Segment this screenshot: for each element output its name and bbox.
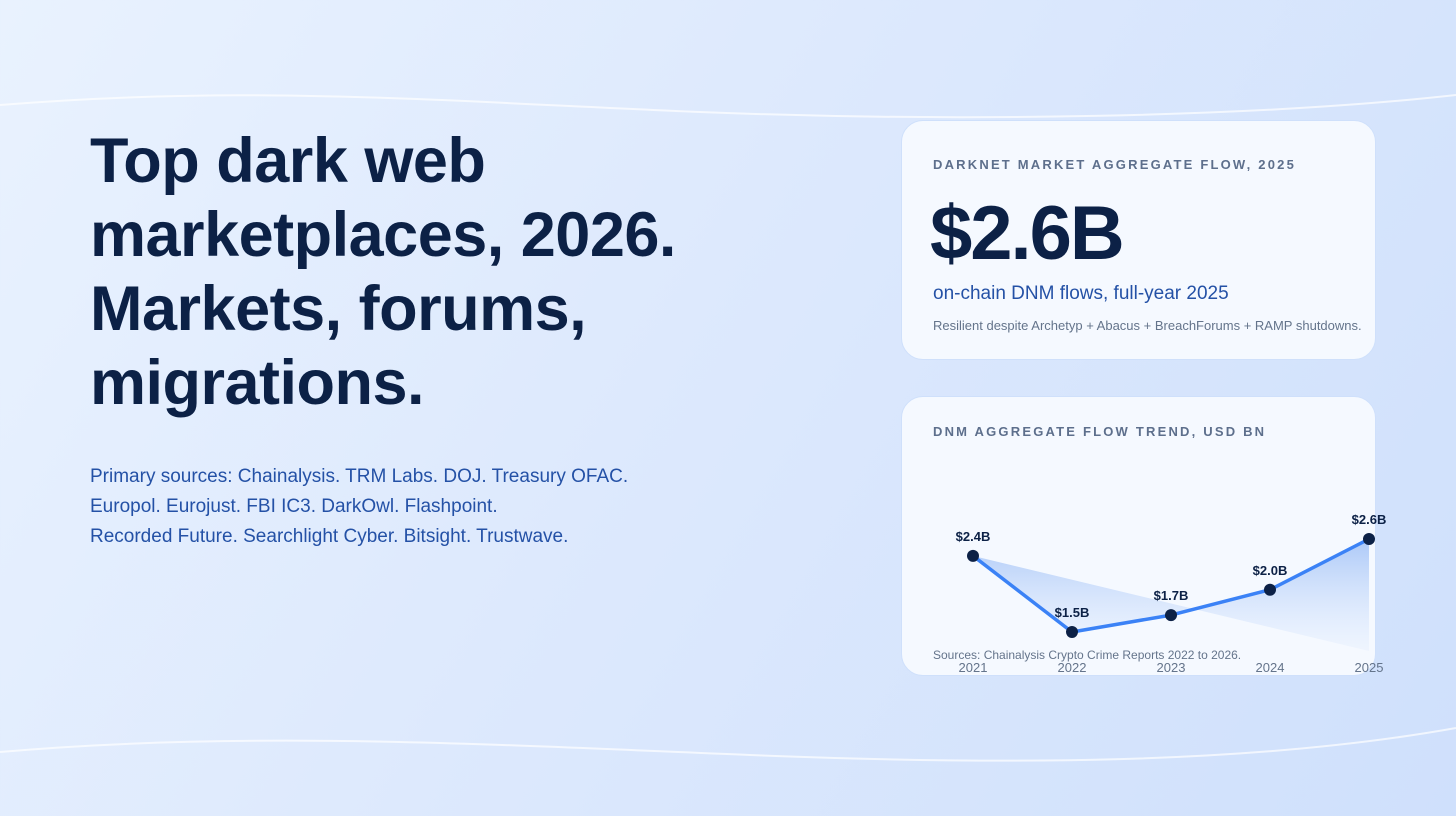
chart-card-eyebrow: DNM AGGREGATE FLOW TREND, USD BN bbox=[933, 424, 1267, 439]
stat-value: $2.6B bbox=[930, 191, 1125, 276]
data-point bbox=[1363, 533, 1375, 545]
x-axis-tick-label: 2023 bbox=[1156, 660, 1186, 675]
point-label: $1.5B bbox=[1054, 605, 1090, 620]
stat-card: DARKNET MARKET AGGREGATE FLOW, 2025 $2.6… bbox=[901, 120, 1376, 360]
headline-line: migrations. bbox=[90, 348, 425, 418]
chart-card: DNM AGGREGATE FLOW TREND, USD BN $2.4B $… bbox=[901, 396, 1386, 676]
x-axis-tick-label: 2021 bbox=[958, 660, 988, 675]
x-axis-tick-label: 2025 bbox=[1354, 660, 1384, 675]
data-point bbox=[1165, 609, 1177, 622]
data-point bbox=[1066, 626, 1078, 638]
headline-line: Top dark web bbox=[90, 126, 486, 196]
chart-line bbox=[971, 537, 1371, 634]
hero: Top dark web marketplaces, 2026. Markets… bbox=[90, 124, 790, 552]
x-axis-tick-label: 2022 bbox=[1057, 660, 1087, 675]
sources-line: Primary sources: Chainalysis. TRM Labs. … bbox=[90, 466, 629, 487]
point-label: $2.0B bbox=[1252, 562, 1288, 578]
data-point bbox=[1264, 583, 1276, 596]
chart-points bbox=[967, 533, 1375, 638]
point-label: $2.4B bbox=[955, 528, 991, 544]
headline-line: marketplaces, 2026. bbox=[90, 200, 676, 270]
chart-source-note: Sources: Chainalysis Crypto Crime Report… bbox=[933, 648, 1242, 662]
stat-note: Resilient despite Archetyp + Abacus + Br… bbox=[933, 318, 1362, 333]
point-label: $2.6B bbox=[1351, 512, 1387, 527]
sources-line: Europol. Eurojust. FBI IC3. DarkOwl. Fla… bbox=[90, 496, 498, 517]
headline-line: Markets, forums, bbox=[90, 274, 587, 344]
page-title: Top dark web marketplaces, 2026. Markets… bbox=[90, 124, 790, 420]
stat-card-eyebrow: DARKNET MARKET AGGREGATE FLOW, 2025 bbox=[933, 157, 1297, 172]
point-label: $1.7B bbox=[1153, 588, 1189, 604]
stat-subtitle: on-chain DNM flows, full-year 2025 bbox=[933, 283, 1229, 304]
sources-line: Recorded Future. Searchlight Cyber. Bits… bbox=[90, 526, 569, 547]
data-point bbox=[967, 549, 979, 562]
primary-sources: Primary sources: Chainalysis. TRM Labs. … bbox=[90, 462, 790, 552]
x-axis-tick-label: 2024 bbox=[1255, 660, 1285, 675]
